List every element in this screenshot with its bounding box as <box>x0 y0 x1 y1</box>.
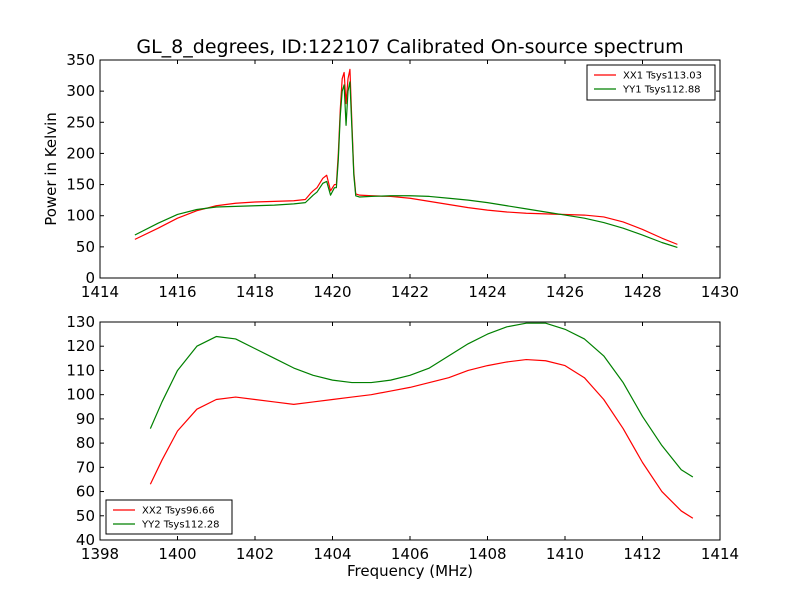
series-line-yy <box>149 322 694 478</box>
x-tick-label: 1402 <box>236 545 274 563</box>
legend-label: YY1 Tsys112.88 <box>622 85 701 96</box>
legend-box <box>586 64 716 101</box>
legend-label: YY2 Tsys112.28 <box>141 520 220 531</box>
x-tick-label: 1410 <box>546 545 584 563</box>
y-axis-label: Power in Kelvin <box>42 112 60 226</box>
x-tick-label: 1416 <box>158 283 196 301</box>
y-tick-label: 300 <box>66 82 95 100</box>
legend: XX1 Tsys113.03 YY1 Tsys112.88 <box>586 64 716 101</box>
x-axis-label: Frequency (MHz) <box>347 562 473 580</box>
y-tick-label: 350 <box>66 51 95 69</box>
x-tick-label: 1406 <box>391 545 429 563</box>
bottom-chart: 1398 1400 1402 1404 1406 1408 1410 1412 1414 40 50… <box>66 313 739 580</box>
y-tick-label: 250 <box>66 113 95 131</box>
legend: XX2 Tsys96.66 YY2 Tsys112.28 <box>105 499 233 535</box>
x-tick-label: 1414 <box>81 283 119 301</box>
x-tick-label: 1400 <box>158 545 196 563</box>
y-tick-label: 100 <box>66 207 95 225</box>
x-tick-label: 1408 <box>468 545 506 563</box>
y-tick-label: 130 <box>66 313 95 331</box>
y-tick-label: 150 <box>66 176 95 194</box>
legend-label: XX1 Tsys113.03 <box>623 71 702 82</box>
series-line-xx <box>149 358 694 519</box>
y-tick-label: 90 <box>76 410 95 428</box>
x-tick-label: 1418 <box>236 283 274 301</box>
y-tick-label: 40 <box>76 531 95 549</box>
x-tick-label: 1424 <box>468 283 506 301</box>
series-lines <box>149 322 694 519</box>
y-tick-label: 50 <box>76 507 95 525</box>
y-tick-label: 0 <box>85 269 95 287</box>
x-tick-label: 1420 <box>313 283 351 301</box>
y-tick-label: 120 <box>66 337 95 355</box>
legend-label: XX2 Tsys96.66 <box>142 506 215 517</box>
y-tick-label: 110 <box>66 361 95 379</box>
x-tick-label: 1414 <box>701 545 739 563</box>
x-tick-label: 1428 <box>623 283 661 301</box>
y-tick-label: 60 <box>76 483 95 501</box>
series-lines <box>134 68 678 249</box>
top-chart: 1414 1416 1418 1420 1422 1424 1426 1428 1430 0 50 1… <box>42 51 739 301</box>
x-tick-label: 1422 <box>391 283 429 301</box>
y-tick-label: 50 <box>76 238 95 256</box>
x-tick-label: 1412 <box>623 545 661 563</box>
y-tick-label: 70 <box>76 458 95 476</box>
x-tick-label: 1430 <box>701 283 739 301</box>
series-line-xx <box>134 68 678 245</box>
x-tick-label: 1426 <box>546 283 584 301</box>
y-tick-label: 100 <box>66 386 95 404</box>
legend-box <box>105 499 233 535</box>
y-tick-label: 200 <box>66 144 95 162</box>
series-line-yy <box>134 81 678 249</box>
y-tick-label: 80 <box>76 434 95 452</box>
x-tick-label: 1404 <box>313 545 351 563</box>
x-tick-label: 1398 <box>81 545 119 563</box>
figure-title: GL_8_degrees, ID:122107 Calibrated On-so… <box>136 36 683 58</box>
